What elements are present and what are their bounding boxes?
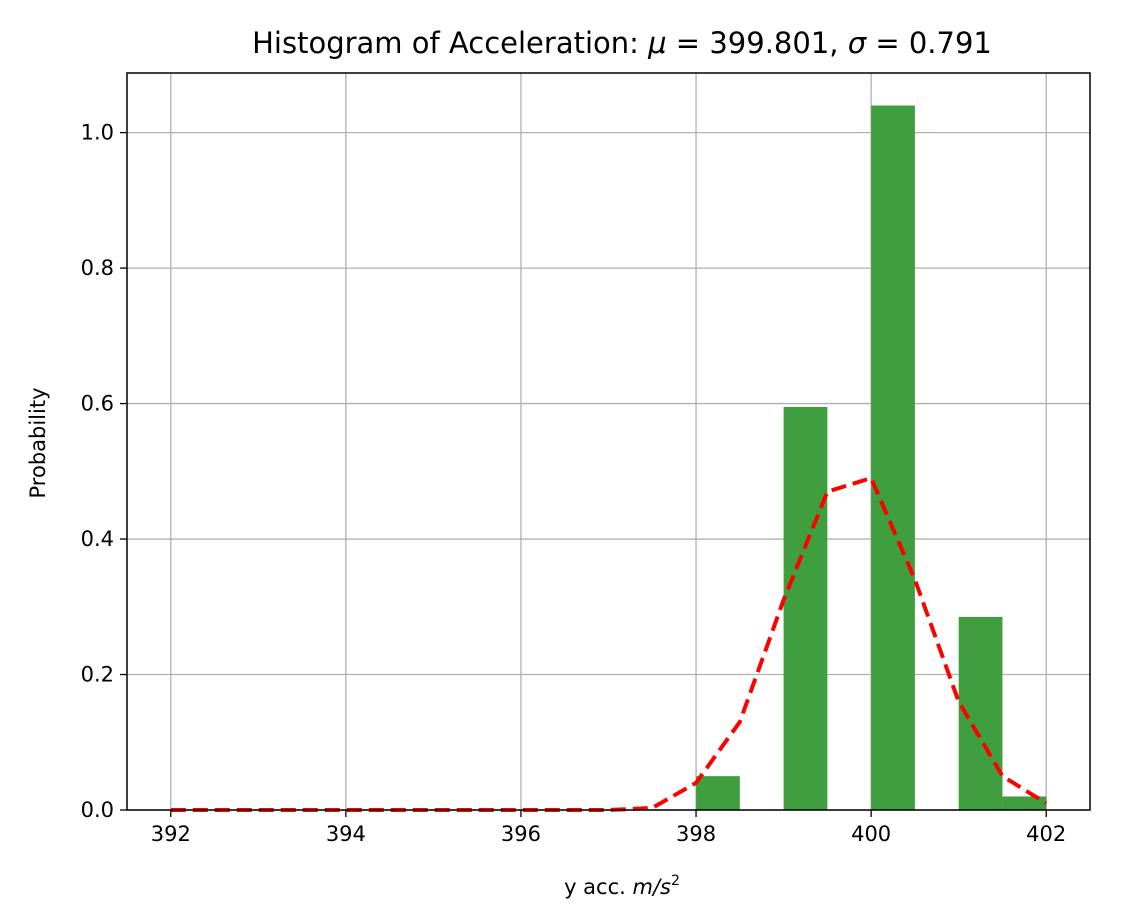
- y-tick-label: 1.0: [81, 121, 114, 145]
- x-axis-label: y acc. m/s2: [564, 873, 680, 899]
- histogram-bar: [871, 105, 915, 810]
- x-tick-label: 396: [501, 822, 541, 846]
- y-tick-label: 0.4: [81, 527, 114, 551]
- y-tick-label: 0.6: [81, 392, 114, 416]
- grid-lines: [127, 73, 1090, 811]
- y-tick-label: 0.2: [81, 663, 114, 687]
- x-tick-label: 400: [851, 822, 891, 846]
- fit-line: [170, 475, 1048, 812]
- normal-fit-curve: [170, 475, 1048, 812]
- chart-title: Histogram of Acceleration: μ = 399.801, …: [252, 26, 992, 60]
- x-tick-label: 402: [1026, 822, 1066, 846]
- y-tick-label: 0.0: [81, 798, 114, 822]
- x-tick-label: 392: [151, 822, 191, 846]
- x-axis-ticks: 392 394 396 398 400 402: [151, 810, 1066, 846]
- histogram-bar: [783, 406, 828, 810]
- plot-frame: [126, 72, 1091, 811]
- x-tick-label: 394: [326, 822, 366, 846]
- y-tick-label: 0.8: [81, 256, 114, 280]
- x-tick-label: 398: [676, 822, 716, 846]
- y-axis-ticks: 0.0 0.2 0.4 0.6 0.8 1.0: [81, 121, 127, 822]
- histogram-bars: [696, 105, 1047, 810]
- y-axis-label: Probability: [26, 387, 50, 498]
- histogram-bar: [696, 776, 740, 810]
- histogram-bar: [1002, 796, 1047, 810]
